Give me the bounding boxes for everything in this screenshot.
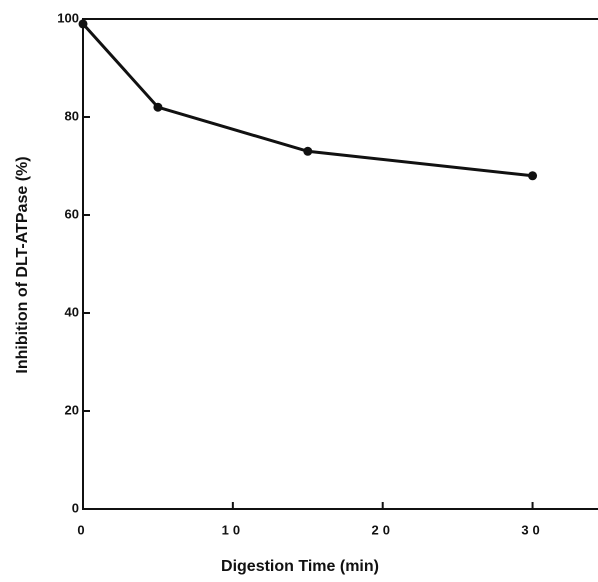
x-tick-label: 30 bbox=[521, 522, 543, 537]
y-tick-label: 40 bbox=[65, 304, 79, 319]
data-point bbox=[78, 19, 88, 29]
x-tick-label: 10 bbox=[222, 522, 244, 537]
data-point bbox=[153, 102, 163, 112]
x-axis-title: Digestion Time (min) bbox=[221, 558, 379, 575]
y-tick-label: 0 bbox=[72, 500, 79, 515]
y-tick-label: 100 bbox=[57, 10, 79, 25]
data-line bbox=[81, 22, 533, 178]
data-point bbox=[528, 171, 538, 181]
data-point bbox=[303, 146, 313, 156]
y-tick-label: 20 bbox=[65, 402, 79, 417]
x-tick-label: 20 bbox=[371, 522, 393, 537]
y-tick-label: 60 bbox=[65, 206, 79, 221]
y-tick-label: 80 bbox=[65, 108, 79, 123]
plot-frame bbox=[82, 18, 598, 510]
y-axis-title: Inhibition of DLT-ATPase (%) bbox=[14, 156, 31, 373]
x-tick-label: 0 bbox=[77, 522, 88, 537]
